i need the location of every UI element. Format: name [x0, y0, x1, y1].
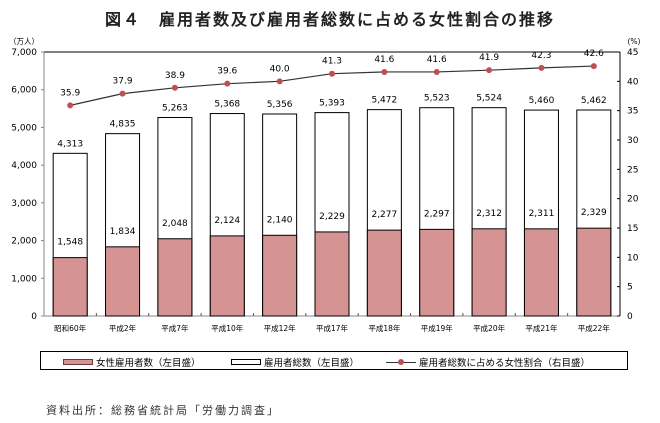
- left-axis-tick-label: 3,000: [11, 199, 37, 209]
- data-label-female: 1,834: [110, 227, 136, 237]
- legend-label: 女性雇用者数（左目盛）: [96, 358, 201, 369]
- x-axis-category-label: 平成10年: [211, 323, 244, 333]
- x-axis-category-label: 平成18年: [368, 323, 401, 333]
- data-label-total: 5,524: [476, 94, 502, 104]
- data-label-ratio: 39.6: [217, 67, 237, 77]
- legend-item-female-ratio: 雇用者総数に占める女性割合（右目盛）: [386, 355, 590, 369]
- x-axis-category-label: 平成7年: [161, 323, 189, 333]
- ratio-marker: [276, 78, 283, 85]
- right-axis-tick-label: 10: [627, 253, 639, 263]
- data-label-total: 5,460: [529, 96, 555, 106]
- data-label-total: 5,523: [424, 94, 450, 104]
- data-label-female: 2,140: [267, 215, 293, 225]
- bar-female: [419, 228, 455, 317]
- data-label-ratio: 42.3: [531, 51, 551, 61]
- data-label-total: 5,472: [371, 96, 397, 106]
- legend-swatch-total-bar: [231, 359, 261, 365]
- ratio-marker: [433, 68, 440, 75]
- data-label-ratio: 42.6: [584, 49, 604, 59]
- data-label-female: 2,311: [529, 209, 555, 219]
- bar-female: [157, 238, 193, 317]
- ratio-marker: [486, 67, 493, 74]
- chart-title: 図４ 雇用者数及び雇用者総数に占める女性割合の推移: [104, 10, 555, 29]
- data-label-ratio: 38.9: [165, 71, 185, 81]
- x-axis-category-label: 平成20年: [473, 323, 506, 333]
- ratio-marker: [67, 102, 74, 109]
- x-axis-category-label: 昭和60年: [54, 323, 87, 333]
- data-label-female: 2,297: [424, 209, 450, 219]
- bar-female: [471, 228, 507, 317]
- bar-female: [209, 235, 245, 317]
- ratio-marker: [171, 84, 178, 91]
- ratio-marker: [590, 63, 597, 70]
- x-axis-category-label: 平成21年: [525, 323, 558, 333]
- legend-swatch-female-bar: [63, 359, 93, 365]
- data-label-total: 5,368: [214, 100, 240, 110]
- data-label-female: 2,277: [371, 210, 397, 220]
- ratio-marker: [381, 68, 388, 75]
- data-label-ratio: 37.9: [113, 77, 133, 87]
- left-axis-unit: （万人）: [9, 37, 39, 46]
- ratio-marker: [329, 70, 335, 77]
- left-axis-tick-label: 7,000: [11, 48, 37, 58]
- legend-swatch-ratio-line: [386, 358, 416, 366]
- bar-female: [52, 257, 88, 317]
- left-axis-tick-label: 6,000: [11, 86, 37, 96]
- right-axis-tick-label: 30: [627, 136, 639, 146]
- bar-female: [576, 227, 612, 317]
- right-axis-tick-label: 15: [627, 224, 638, 234]
- bar-female: [366, 229, 402, 317]
- chart: 0 1,000 2,000 3,000 4,000 5,000 6,000 7,000 （万人）…: [9, 37, 641, 333]
- data-label-ratio: 41.3: [322, 57, 342, 67]
- data-label-total: 5,393: [319, 99, 345, 109]
- bar-female: [105, 246, 141, 317]
- legend-label: 雇用者総数に占める女性割合（右目盛）: [419, 358, 591, 369]
- data-label-total: 4,313: [57, 139, 83, 149]
- right-axis-tick-label: 25: [627, 165, 638, 175]
- data-label-total: 5,263: [162, 104, 188, 114]
- data-label-ratio: 41.9: [479, 53, 499, 63]
- legend-item-total-employees: 雇用者総数（左目盛）: [231, 355, 359, 369]
- data-label-total: 5,462: [581, 96, 607, 106]
- bar-female: [262, 234, 298, 317]
- data-label-female: 2,048: [162, 219, 188, 229]
- x-axis-category-label: 平成17年: [316, 323, 349, 333]
- x-axis-category-label: 平成2年: [109, 323, 137, 333]
- right-axis-unit: (%): [628, 37, 641, 46]
- x-axis-category-label: 平成22年: [578, 323, 611, 333]
- data-label-female: 2,229: [319, 212, 345, 222]
- data-label-female: 2,329: [581, 208, 607, 218]
- data-label-female: 2,124: [214, 216, 240, 226]
- right-axis-tick-label: 20: [627, 195, 639, 205]
- right-axis-tick-label: 0: [627, 312, 633, 322]
- data-label-total: 5,356: [267, 100, 293, 110]
- right-axis-tick-label: 45: [627, 48, 638, 58]
- ratio-marker: [224, 80, 231, 87]
- right-axis-tick-label: 40: [627, 77, 639, 87]
- source-note: 資料出所：総務省統計局「労働力調査」: [46, 404, 280, 417]
- data-label-female: 2,312: [476, 209, 502, 219]
- left-axis-tick-label: 0: [31, 312, 37, 322]
- legend-item-female-employees: 女性雇用者数（左目盛）: [63, 355, 201, 369]
- data-label-female: 1,548: [57, 238, 83, 248]
- left-axis-tick-label: 4,000: [11, 161, 37, 171]
- bar-female: [314, 231, 350, 317]
- legend: 女性雇用者数（左目盛） 雇用者総数（左目盛） 雇用者総数に占める女性割合（右目盛…: [40, 351, 628, 370]
- left-axis-tick-label: 2,000: [11, 237, 37, 247]
- data-label-ratio: 41.6: [374, 55, 394, 65]
- x-axis-category-label: 平成12年: [264, 323, 297, 333]
- bar-female: [523, 228, 559, 317]
- left-axis-tick-label: 1,000: [11, 274, 37, 284]
- left-axis-tick-label: 5,000: [11, 123, 37, 133]
- right-axis-tick-label: 5: [627, 283, 633, 293]
- data-label-ratio: 41.6: [427, 55, 447, 65]
- data-label-total: 4,835: [110, 120, 136, 130]
- legend-label: 雇用者総数（左目盛）: [264, 358, 360, 369]
- ratio-marker: [538, 64, 545, 71]
- ratio-marker: [119, 90, 126, 97]
- x-axis-category-label: 平成19年: [421, 323, 454, 333]
- data-label-ratio: 40.0: [270, 64, 290, 74]
- data-label-ratio: 35.9: [60, 88, 80, 98]
- right-axis-tick-label: 35: [627, 107, 638, 117]
